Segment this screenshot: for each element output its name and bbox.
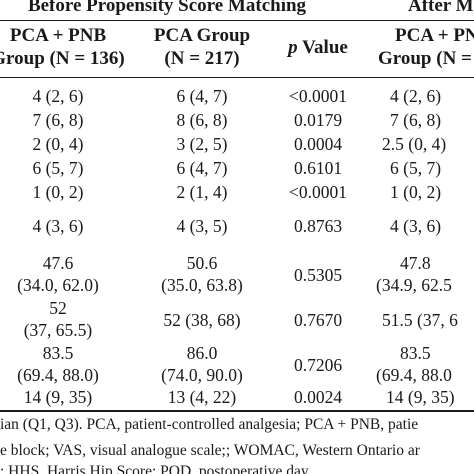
row1-col2: 6 (4, 7) bbox=[176, 86, 228, 106]
row4-col1: 6 (5, 7) bbox=[32, 158, 84, 178]
row2-p: 0.0179 bbox=[293, 110, 343, 130]
col4-header-line2: Group (N = bbox=[378, 48, 472, 69]
row3-p: 0.0004 bbox=[293, 134, 343, 154]
row1-p: <0.0001 bbox=[289, 86, 347, 106]
footnote-line3: ; HHS, Harris Hip Score; POD, postoperat… bbox=[0, 463, 312, 474]
row4-col4: 6 (5, 7) bbox=[390, 158, 442, 178]
row7-col1-median: 47.6 bbox=[42, 253, 74, 273]
p-symbol: p bbox=[288, 37, 298, 58]
row1-col4: 4 (2, 6) bbox=[390, 86, 442, 106]
row7-col2-median: 50.6 bbox=[186, 253, 218, 273]
row9-col1-iqr: (69.4, 88.0) bbox=[17, 365, 99, 385]
row5-p: <0.0001 bbox=[289, 182, 347, 202]
row9-col4-iqr: (69.4, 88.0 bbox=[376, 365, 452, 385]
row8-col4: 51.5 (37, 6 bbox=[382, 310, 458, 330]
row10-col4: 14 (9, 35) bbox=[386, 387, 455, 407]
row8-col1-median: 52 bbox=[49, 298, 67, 318]
row9-col1-median: 83.5 bbox=[42, 343, 74, 363]
table-bottom-rule bbox=[0, 410, 474, 412]
row9-p: 0.7206 bbox=[293, 355, 343, 375]
footnote-lower: e block; VAS, visual analogue scale;; WO… bbox=[0, 442, 474, 474]
row9-col2-median: 86.0 bbox=[186, 343, 218, 363]
row9-col4-median: 83.5 bbox=[400, 343, 431, 363]
p-value-label: Value bbox=[302, 37, 348, 58]
row10-col2: 13 (4, 22) bbox=[167, 387, 237, 407]
row2-col2: 8 (6, 8) bbox=[176, 110, 228, 130]
row5-col2: 2 (1, 4) bbox=[176, 182, 228, 202]
row8-p: 0.7670 bbox=[293, 310, 343, 330]
row3-col4: 2.5 (0, 4) bbox=[382, 134, 447, 154]
col1-header-line1: PCA + PNB bbox=[9, 25, 107, 46]
row3-col1: 2 (0, 4) bbox=[32, 134, 84, 154]
row6-col4: 4 (3, 6) bbox=[390, 216, 442, 236]
col3-header: p Value bbox=[288, 37, 348, 59]
row1-col1: 4 (2, 6) bbox=[32, 86, 84, 106]
row7-p: 0.5305 bbox=[293, 265, 343, 285]
col1-header-line2: Group (N = 136) bbox=[0, 48, 125, 69]
row8-col2: 52 (38, 68) bbox=[163, 310, 241, 330]
row7-col4-iqr: (34.9, 62.5 bbox=[376, 275, 452, 295]
group-header-after: After M bbox=[408, 0, 474, 16]
header-rule bbox=[0, 20, 474, 21]
row6-p: 0.8763 bbox=[293, 216, 343, 236]
row3-col2: 3 (2, 5) bbox=[176, 134, 228, 154]
footnote-line1: ian (Q1, Q3). PCA, patient-controlled an… bbox=[0, 416, 419, 433]
column-header-rule bbox=[0, 77, 474, 78]
row9-col2-iqr: (74.0, 90.0) bbox=[161, 365, 243, 385]
row2-col1: 7 (6, 8) bbox=[32, 110, 84, 130]
row4-col2: 6 (4, 7) bbox=[176, 158, 228, 178]
row6-col1: 4 (3, 6) bbox=[32, 216, 84, 236]
row10-p: 0.0024 bbox=[293, 387, 343, 407]
row5-col4: 1 (0, 2) bbox=[390, 182, 442, 202]
row10-col1: 14 (9, 35) bbox=[23, 387, 93, 407]
col4-header-line1: PCA + PNB bbox=[395, 25, 474, 46]
row7-col1-iqr: (34.0, 62.0) bbox=[17, 275, 99, 295]
group-header-before: Before Propensity Score Matching bbox=[27, 0, 307, 16]
row5-col1: 1 (0, 2) bbox=[32, 182, 84, 202]
col2-header-line2: (N = 217) bbox=[164, 48, 240, 69]
col2-header-line1: PCA Group bbox=[153, 25, 251, 46]
footnote-line2: e block; VAS, visual analogue scale;; WO… bbox=[0, 442, 420, 459]
row8-col1-iqr: (37, 65.5) bbox=[23, 320, 93, 340]
row6-col2: 4 (3, 5) bbox=[176, 216, 228, 236]
row2-col4: 7 (6, 8) bbox=[390, 110, 442, 130]
row7-col4-median: 47.8 bbox=[400, 253, 431, 273]
row7-col2-iqr: (35.0, 63.8) bbox=[161, 275, 243, 295]
row4-p: 0.6101 bbox=[293, 158, 343, 178]
